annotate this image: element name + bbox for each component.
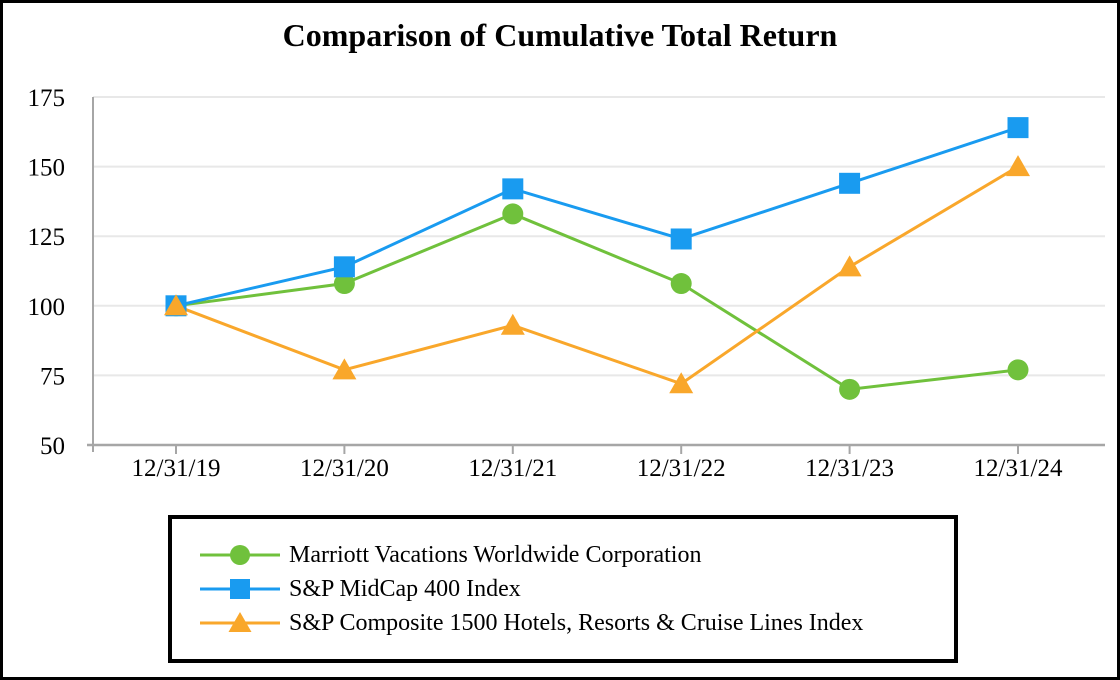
triangle-marker-icon <box>332 358 357 380</box>
x-tick-label: 12/31/19 <box>132 455 221 482</box>
y-tick-label: 75 <box>40 363 65 390</box>
series-line <box>175 165 1019 386</box>
circle-marker-icon <box>502 203 524 225</box>
legend-circle-marker-icon <box>200 545 280 565</box>
square-marker-icon <box>839 172 861 194</box>
y-tick-label: 125 <box>28 224 66 251</box>
x-tick-label: 12/31/24 <box>974 455 1063 482</box>
circle-marker-icon <box>1007 359 1029 381</box>
chart-title: Comparison of Cumulative Total Return <box>282 17 838 53</box>
x-tick-label: 12/31/21 <box>468 455 557 482</box>
legend-item: S&P MidCap 400 Index <box>198 575 954 603</box>
y-tick-label: 150 <box>28 155 66 182</box>
chart-plot-area: 50 75 100 125 150 175 12/31/19 12/31/20 12/31/21… <box>28 85 1105 482</box>
square-marker-icon <box>502 178 524 200</box>
square-marker-icon <box>1007 117 1029 139</box>
legend: Marriott Vacations Worldwide Corporation… <box>168 515 958 663</box>
x-tick-label: 12/31/22 <box>637 455 726 482</box>
y-tick-label: 175 <box>28 85 66 112</box>
triangle-marker-icon <box>669 372 694 394</box>
square-marker-icon <box>670 228 692 250</box>
legend-item: S&P Composite 1500 Hotels, Resorts & Cru… <box>198 609 954 637</box>
circle-marker-icon <box>670 273 692 295</box>
legend-label: S&P MidCap 400 Index <box>289 576 521 602</box>
square-marker-icon <box>230 579 250 599</box>
circle-marker-icon <box>333 273 355 295</box>
legend-square-marker-icon <box>200 579 280 599</box>
triangle-marker-icon <box>164 294 188 316</box>
legend-item: Marriott Vacations Worldwide Corporation <box>198 541 954 569</box>
square-marker-icon <box>333 256 355 278</box>
series-line <box>175 212 1019 391</box>
circle-marker-icon <box>839 378 861 400</box>
triangle-marker-icon <box>837 255 862 277</box>
triangle-marker-icon <box>1006 155 1030 177</box>
series-line <box>175 126 1019 308</box>
x-tick-label: 12/31/20 <box>300 455 389 482</box>
y-tick-label: 100 <box>28 294 66 321</box>
triangle-marker-icon <box>228 612 252 632</box>
x-tick-label: 12/31/23 <box>805 455 894 482</box>
legend-label: S&P Composite 1500 Hotels, Resorts & Cru… <box>289 610 864 636</box>
legend-triangle-marker-icon <box>200 612 280 632</box>
y-tick-label: 50 <box>40 433 65 460</box>
circle-marker-icon <box>230 545 250 565</box>
triangle-marker-icon <box>500 313 525 335</box>
legend-label: Marriott Vacations Worldwide Corporation <box>289 542 702 568</box>
